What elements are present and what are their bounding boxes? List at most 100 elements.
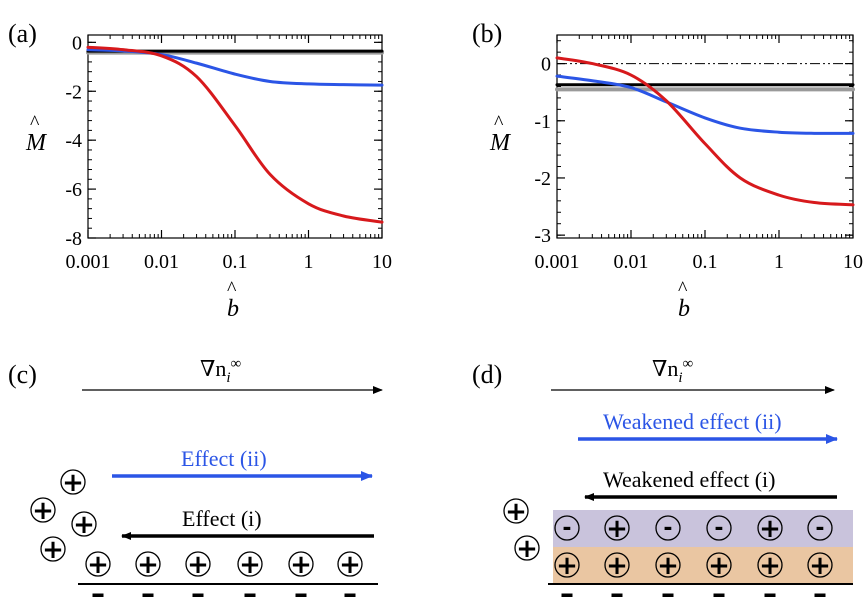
svg-text:+: + bbox=[62, 468, 84, 498]
plot-b-xlabel-text: b bbox=[678, 296, 690, 322]
cation-symbol: + bbox=[706, 551, 732, 581]
svg-text:-: - bbox=[562, 516, 571, 541]
cation-symbol: + bbox=[514, 534, 540, 564]
surface-negative-charge: – bbox=[243, 577, 257, 602]
panel-d-effect-i-label: Weakened effect (i) bbox=[603, 467, 776, 492]
plot-b-ylabel: M ^ bbox=[489, 112, 512, 156]
plot-b-ylabel-text: M bbox=[489, 130, 512, 156]
plot-a-xlabel-text: b bbox=[227, 296, 239, 322]
panel-c-free-ions: + + + + bbox=[30, 468, 97, 565]
surface-negative-charge: – bbox=[294, 577, 308, 602]
panel-c-surface-charges: – – – – – – bbox=[91, 577, 357, 602]
svg-text:+: + bbox=[505, 497, 527, 527]
cation-symbol: + bbox=[655, 551, 681, 581]
panel-a-label: (a) bbox=[8, 19, 37, 48]
series-blue-line bbox=[86, 48, 384, 87]
panel-d-positive-layer-ions: + + + + + + bbox=[554, 551, 833, 581]
svg-text:+: + bbox=[516, 534, 538, 564]
y-tick-label: -1 bbox=[534, 111, 551, 133]
panel-d-negative-layer bbox=[553, 510, 853, 547]
anion-symbol: - bbox=[554, 515, 580, 541]
cation-symbol: + bbox=[554, 551, 580, 581]
cation-symbol: + bbox=[30, 496, 56, 526]
panel-b-label: (b) bbox=[472, 19, 502, 48]
surface-negative-charge: – bbox=[712, 577, 726, 602]
y-tick-label: -8 bbox=[65, 228, 82, 250]
cation-symbol: + bbox=[337, 550, 363, 580]
cation-symbol: + bbox=[237, 550, 263, 580]
plot-a-ylabel-text: M bbox=[25, 130, 48, 156]
plot-frame bbox=[87, 34, 383, 239]
cation-symbol: + bbox=[604, 514, 630, 544]
panel-d-surface-charges: – – – – – – bbox=[560, 577, 827, 602]
y-tick-label: -4 bbox=[65, 130, 82, 152]
x-tick-label: 10 bbox=[843, 251, 863, 273]
surface-negative-charge: – bbox=[813, 577, 827, 602]
x-tick-label: 10 bbox=[372, 251, 392, 273]
x-tick-label: 0.1 bbox=[223, 251, 248, 273]
x-tick-label: 0.01 bbox=[614, 251, 649, 273]
y-tick-label: -2 bbox=[534, 168, 551, 190]
x-tick-label: 1 bbox=[304, 251, 314, 273]
surface-negative-charge: – bbox=[560, 577, 574, 602]
cation-symbol: + bbox=[757, 514, 783, 544]
cation-symbol: + bbox=[71, 510, 97, 540]
x-tick-label: 0.001 bbox=[66, 251, 111, 273]
anion-symbol: - bbox=[807, 515, 833, 541]
cation-symbol: + bbox=[288, 550, 314, 580]
surface-negative-charge: – bbox=[763, 577, 777, 602]
plot-b-xlabel: b ^ bbox=[678, 278, 690, 322]
panel-d-gradient-label: ∇ni∞ bbox=[652, 356, 693, 386]
plot-a-ylabel: M ^ bbox=[25, 112, 48, 156]
panel-c-label: (c) bbox=[8, 360, 37, 389]
svg-text:+: + bbox=[290, 550, 312, 580]
svg-text:+: + bbox=[32, 496, 54, 526]
svg-text:+: + bbox=[809, 551, 831, 581]
surface-negative-charge: – bbox=[661, 577, 675, 602]
x-tick-label: 0.1 bbox=[693, 251, 718, 273]
x-tick-label: 0.001 bbox=[535, 251, 580, 273]
svg-text:-: - bbox=[663, 516, 672, 541]
y-tick-label: 0 bbox=[541, 54, 551, 76]
y-tick-label: -2 bbox=[65, 81, 82, 103]
plot-b-xlabel-hat: ^ bbox=[678, 278, 688, 300]
cation-symbol: + bbox=[604, 551, 630, 581]
panel-d-free-ions: ++ bbox=[503, 497, 540, 564]
svg-text:+: + bbox=[339, 550, 361, 580]
plot-a: 0.001 0.01 0.1 1 10 0 -2 -4 -6 -8 bbox=[65, 32, 392, 273]
series-red-line bbox=[555, 56, 855, 207]
plot-a-xlabel-hat: ^ bbox=[227, 278, 237, 300]
cation-symbol: + bbox=[807, 551, 833, 581]
series-blue-line bbox=[555, 74, 855, 135]
svg-text:+: + bbox=[73, 510, 95, 540]
anion-symbol: - bbox=[706, 515, 732, 541]
svg-text:+: + bbox=[187, 550, 209, 580]
plot-b: 0.001 0.01 0.1 1 10 0 -1 -2 -3 bbox=[534, 34, 863, 273]
svg-text:+: + bbox=[239, 550, 261, 580]
x-tick-label: 1 bbox=[774, 251, 784, 273]
panel-d-label: (d) bbox=[472, 360, 502, 389]
svg-text:+: + bbox=[87, 550, 109, 580]
panel-d-positive-layer bbox=[553, 547, 853, 584]
svg-text:+: + bbox=[759, 551, 781, 581]
svg-text:+: + bbox=[657, 551, 679, 581]
panel-c-effect-i-label: Effect (i) bbox=[182, 506, 262, 531]
cation-symbol: + bbox=[40, 535, 66, 565]
surface-negative-charge: – bbox=[191, 577, 205, 602]
svg-text:-: - bbox=[815, 516, 824, 541]
surface-negative-charge: – bbox=[343, 577, 357, 602]
series-red-line bbox=[86, 45, 384, 224]
cation-symbol: + bbox=[185, 550, 211, 580]
surface-negative-charge: – bbox=[91, 577, 105, 602]
svg-text:+: + bbox=[606, 551, 628, 581]
cation-symbol: + bbox=[757, 551, 783, 581]
svg-text:+: + bbox=[606, 514, 628, 544]
surface-negative-charge: – bbox=[610, 577, 624, 602]
panel-c-effect-ii-label: Effect (ii) bbox=[181, 446, 267, 471]
plot-a-ylabel-hat: ^ bbox=[30, 112, 40, 134]
y-tick-label: -6 bbox=[65, 179, 82, 201]
anion-symbol: - bbox=[655, 515, 681, 541]
panel-d-effect-ii-label: Weakened effect (ii) bbox=[603, 409, 782, 434]
cation-symbol: + bbox=[85, 550, 111, 580]
svg-text:+: + bbox=[556, 551, 578, 581]
